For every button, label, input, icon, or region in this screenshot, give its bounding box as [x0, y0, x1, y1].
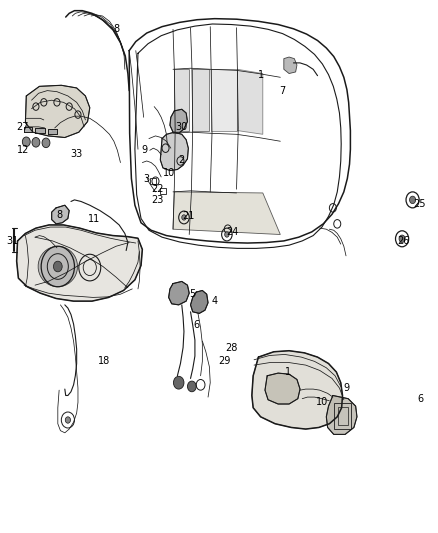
Polygon shape: [173, 192, 280, 235]
Text: 21: 21: [182, 211, 194, 221]
Text: 12: 12: [17, 146, 29, 155]
Polygon shape: [237, 69, 263, 134]
Circle shape: [32, 138, 40, 147]
Circle shape: [22, 137, 30, 147]
Text: 27: 27: [17, 122, 29, 132]
Text: 6: 6: [193, 320, 199, 330]
Text: 24: 24: [226, 227, 238, 237]
Text: 1: 1: [258, 70, 264, 79]
Circle shape: [42, 138, 50, 148]
Polygon shape: [284, 57, 297, 74]
Polygon shape: [191, 290, 208, 313]
Text: 11: 11: [88, 214, 100, 223]
Polygon shape: [170, 109, 187, 133]
Bar: [334, 403, 351, 429]
Polygon shape: [35, 128, 45, 133]
Text: 3: 3: [144, 174, 150, 183]
Text: 9: 9: [141, 146, 148, 155]
Circle shape: [53, 261, 62, 272]
Circle shape: [410, 196, 416, 204]
Bar: [160, 188, 166, 194]
Text: 4: 4: [212, 296, 218, 305]
Circle shape: [225, 232, 229, 237]
Text: 23: 23: [152, 195, 164, 205]
Text: 8: 8: [56, 211, 62, 220]
Bar: [338, 407, 348, 425]
Text: 28: 28: [225, 343, 237, 352]
Polygon shape: [17, 225, 142, 301]
Polygon shape: [265, 373, 300, 404]
Text: 30: 30: [176, 122, 188, 132]
Text: 5: 5: [190, 289, 196, 299]
Polygon shape: [24, 127, 32, 132]
Text: 10: 10: [316, 398, 328, 407]
Polygon shape: [174, 69, 189, 131]
Text: 8: 8: [113, 25, 119, 34]
Text: 18: 18: [98, 357, 110, 366]
Text: 22: 22: [152, 184, 164, 194]
Text: 10: 10: [162, 168, 175, 178]
Text: 2: 2: [179, 155, 185, 165]
Polygon shape: [48, 129, 57, 134]
Polygon shape: [160, 132, 188, 171]
Text: 29: 29: [218, 357, 230, 366]
Text: 31: 31: [6, 236, 18, 246]
Polygon shape: [252, 351, 343, 429]
Circle shape: [187, 381, 196, 392]
Circle shape: [182, 215, 186, 220]
Polygon shape: [25, 85, 90, 138]
Polygon shape: [326, 395, 357, 434]
Bar: [150, 178, 156, 184]
Text: 7: 7: [279, 86, 286, 95]
Polygon shape: [169, 281, 189, 305]
Text: 26: 26: [397, 236, 409, 246]
Polygon shape: [52, 205, 69, 224]
Text: 1: 1: [285, 367, 291, 377]
Polygon shape: [211, 69, 237, 131]
Text: 6: 6: [417, 394, 424, 403]
Text: 9: 9: [343, 383, 349, 393]
Circle shape: [399, 235, 405, 243]
Text: 33: 33: [71, 149, 83, 158]
Polygon shape: [192, 69, 209, 131]
Polygon shape: [38, 246, 78, 287]
Text: 25: 25: [413, 199, 426, 208]
Circle shape: [65, 417, 71, 423]
Circle shape: [173, 376, 184, 389]
